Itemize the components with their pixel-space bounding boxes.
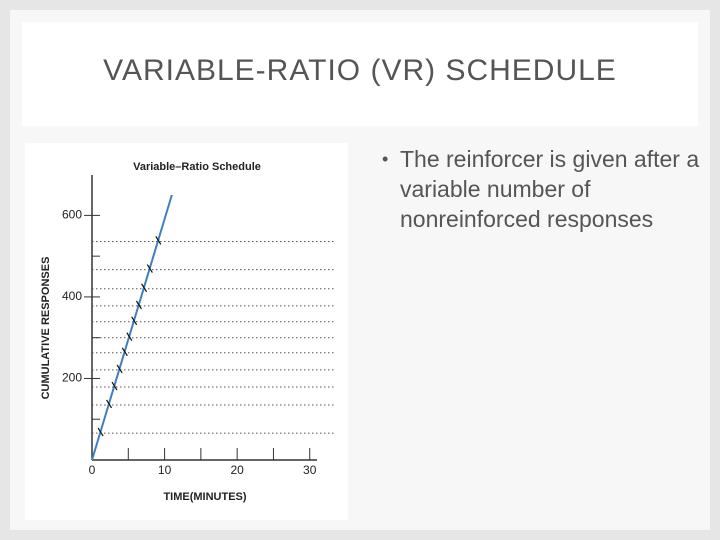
- x-tick-label: 0: [89, 463, 96, 477]
- reinforcement-mark: [97, 427, 104, 437]
- slide-title: VARIABLE-RATIO (VR) SCHEDULE: [103, 54, 617, 87]
- reinforcement-mark: [116, 364, 123, 374]
- reinforcement-mark: [121, 347, 128, 357]
- reinforcement-mark: [111, 381, 118, 391]
- chart-background: [25, 143, 348, 520]
- reinforcement-mark: [126, 332, 133, 342]
- reinforcement-mark: [155, 236, 162, 245]
- title-box: [22, 22, 698, 126]
- y-axis-label: CUMULATIVE RESPONSES: [40, 257, 52, 400]
- x-tick-label: 20: [230, 463, 244, 477]
- y-tick-label: 400: [62, 289, 82, 303]
- reinforcement-mark: [141, 283, 148, 293]
- reinforcement-mark: [135, 300, 142, 310]
- bullet-text: The reinforcer is given after a variable…: [382, 144, 710, 234]
- y-tick-label: 600: [62, 208, 82, 222]
- x-axis-label: TIME(MINUTES): [163, 491, 246, 503]
- x-tick-label: 10: [158, 463, 172, 477]
- chart-title: Variable–Ratio Schedule: [133, 161, 261, 173]
- reinforcement-mark: [106, 399, 113, 409]
- reinforcement-mark: [146, 264, 153, 273]
- x-tick-label: 30: [303, 463, 317, 477]
- reinforcement-mark: [131, 316, 138, 326]
- y-tick-label: 200: [62, 371, 82, 385]
- cumulative-line: [91, 194, 173, 461]
